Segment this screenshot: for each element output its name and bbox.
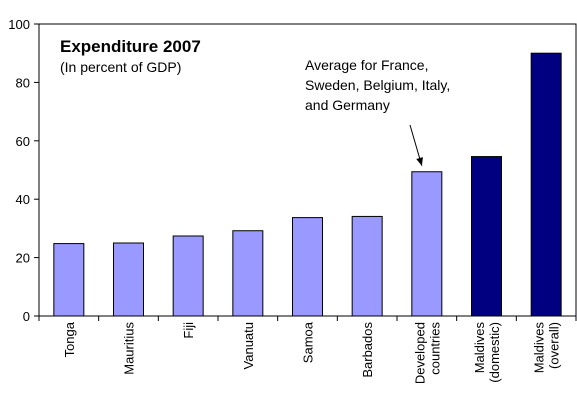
annotation-text-line: Average for France, [305,57,428,73]
x-category-label: Mauritius [122,322,137,375]
chart-subtitle: (In percent of GDP) [60,59,181,75]
x-category-label: Barbados [360,322,375,378]
y-tick-label: 40 [16,192,30,207]
x-category-label-line: (domestic) [487,322,502,383]
x-category-label: Developed countries [412,322,442,385]
x-category-label-line: Barbados [360,322,375,378]
bar [172,235,204,317]
y-tick-label: 0 [23,309,30,324]
x-category-label: Samoa [301,321,316,363]
bar [411,171,443,317]
x-category-label: Maldives (domestic) [472,322,502,383]
y-tick-label: 80 [16,75,30,90]
x-category-label-line: Vanuatu [241,322,256,369]
x-category-label: Fiji [181,322,196,339]
y-tick-label: 60 [16,134,30,149]
x-category-label-line: Samoa [301,321,316,363]
x-category-label: Tonga [62,321,77,357]
bar [53,243,85,317]
annotation-text-line: Sweden, Belgium, Italy, [305,77,450,93]
x-category-label-line: Developed [412,322,427,384]
x-category-label-line: countries [427,322,442,375]
annotation-arrow-head [416,157,423,166]
bar [232,230,264,317]
bar [471,156,502,317]
bar [351,215,383,317]
chart-title: Expenditure 2007 [60,37,201,56]
x-category-label-line: Mauritius [122,322,137,375]
x-category-label-line: Maldives [472,322,487,374]
x-category-label: Vanuatu [241,322,256,369]
x-category-label-line: Maldives [532,322,547,374]
bar [530,52,562,317]
annotation-text-line: and Germany [305,97,390,113]
x-category-label: Maldives (overall) [532,322,562,374]
y-tick-label: 100 [8,17,30,32]
x-category-label-line: Fiji [181,322,196,339]
bar [292,217,323,317]
x-category-label-line: Tonga [62,321,77,357]
x-category-label-line: (overall) [547,322,562,369]
y-tick-label: 20 [16,251,30,266]
bar [113,242,144,317]
